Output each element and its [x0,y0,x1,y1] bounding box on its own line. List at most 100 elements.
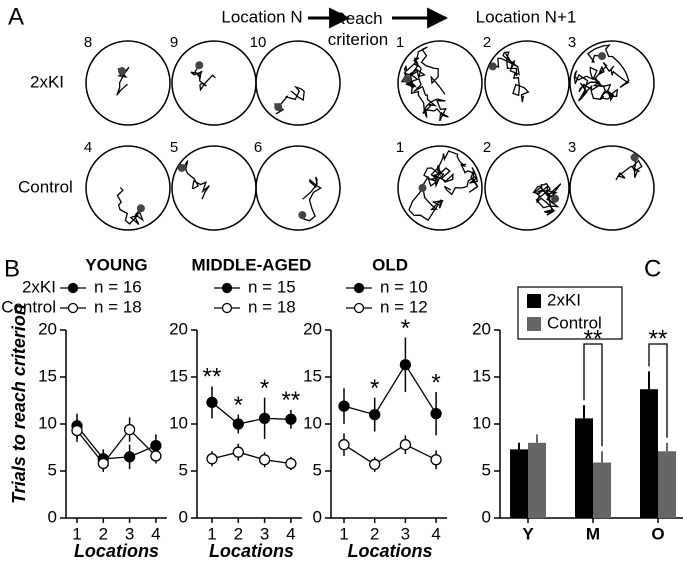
trial-number: 3 [568,139,576,156]
x-tick-label: 4 [286,524,295,543]
series-line [76,428,157,465]
marker [399,439,412,451]
arena [255,40,341,126]
legend-n: n = 15 [248,277,296,296]
legend-swatch [527,294,541,308]
legend-n: n = 16 [94,277,142,296]
platform [630,153,639,162]
marker [430,408,442,420]
y-tick-label: 0 [48,507,57,526]
row-label: 2xKI [30,72,64,91]
trial-number: 2 [483,139,491,156]
marker [123,423,136,436]
x-tick-label: 2 [234,524,243,543]
trial-number: 8 [84,34,92,51]
trajectory [408,150,479,222]
trial-number: 1 [396,139,404,156]
y-tick-label: 15 [303,366,322,385]
panel-label: A [8,3,24,30]
trajectory [615,155,643,181]
bar [510,449,528,518]
y-tick-label: 10 [303,413,322,432]
arena [85,40,171,126]
x-axis-label: Locations [348,541,433,561]
trial-number: 1 [396,34,404,51]
y-tick-label: 15 [169,366,188,385]
marker [206,453,218,465]
platform [488,62,497,71]
platform [118,67,126,76]
platform [195,61,204,70]
significance: ** [584,325,603,352]
arena [85,145,171,231]
platform [136,204,145,213]
marker [399,359,412,371]
legend-marker [221,302,233,314]
arena [171,40,257,126]
trajectory [274,85,305,115]
significance: ** [203,364,222,391]
significance: * [234,392,243,419]
arena [484,40,570,126]
arena [397,40,483,126]
legend-n: n = 18 [248,297,296,316]
y-tick-label: 5 [482,460,491,479]
trial-number: 4 [84,139,92,156]
x-tick-label: 1 [72,524,81,543]
arena [255,145,341,231]
trajectory [400,46,449,122]
chart-title: OLD [372,255,408,274]
significance: * [260,375,269,402]
trajectory [116,66,130,96]
y-tick-label: 10 [472,413,491,432]
legend-n: n = 18 [94,297,142,316]
platform [274,103,283,111]
bar [593,462,611,518]
series-line [211,451,291,465]
trajectory [190,64,216,92]
y-tick-label: 15 [472,366,491,385]
marker [232,418,244,430]
x-tick-label: 1 [339,524,348,543]
trial-number: 10 [250,34,267,51]
platform [418,183,427,192]
y-tick-label: 10 [169,413,188,432]
legend-n: n = 10 [380,277,428,296]
trajectory [299,176,322,222]
trajectory [116,187,145,225]
y-tick-label: 5 [179,460,188,479]
y-tick-label: 20 [472,319,491,338]
bar [575,418,593,518]
marker [71,424,83,437]
trial-number: 6 [254,139,262,156]
series-line [211,401,291,425]
chart-title: MIDDLE-AGED [191,255,311,274]
marker [258,454,271,466]
y-tick-label: 0 [179,507,188,526]
series-line [76,425,157,460]
trial-number: 2 [483,34,491,51]
y-axis-label: Trials to reach criterion [9,304,29,504]
y-tick-label: 10 [38,413,57,432]
series-line [343,443,437,466]
x-tick-label: 1 [207,524,216,543]
platform [298,211,307,220]
trial-number: 5 [170,139,178,156]
arena [569,145,655,231]
trial-number: 3 [568,34,576,51]
header: Location N+1 [476,7,577,26]
row-label: Control [18,177,73,196]
legend-marker [353,282,365,294]
bar [658,451,676,518]
bracket [648,343,668,438]
y-tick-label: 0 [482,507,491,526]
marker [123,451,136,463]
x-tick-label: 2 [370,524,379,543]
marker [338,439,350,451]
platform [177,163,186,172]
x-tick-label: 3 [401,524,410,543]
trajectory [492,51,530,103]
marker [97,457,109,470]
